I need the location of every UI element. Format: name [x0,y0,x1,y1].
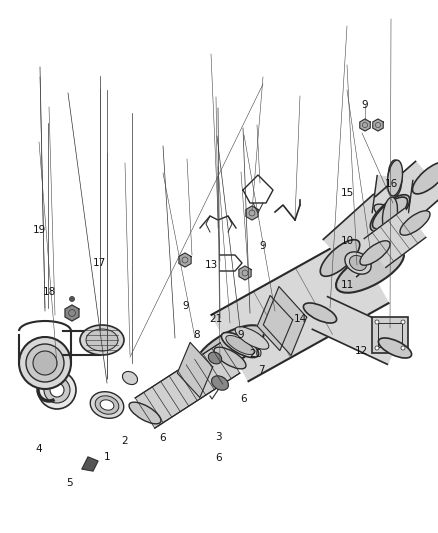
Ellipse shape [320,240,360,276]
Ellipse shape [100,400,114,410]
Ellipse shape [226,335,254,354]
Polygon shape [135,343,240,428]
Ellipse shape [50,383,64,397]
Text: 19: 19 [33,225,46,235]
Text: 4: 4 [35,444,42,454]
Ellipse shape [221,333,258,358]
Polygon shape [372,175,413,217]
Ellipse shape [401,320,405,324]
Ellipse shape [304,303,336,323]
Ellipse shape [400,211,430,235]
Polygon shape [82,457,98,471]
Ellipse shape [370,195,410,231]
Ellipse shape [44,377,70,403]
Ellipse shape [375,346,379,350]
Polygon shape [375,161,438,230]
Text: 3: 3 [215,432,222,442]
Ellipse shape [374,204,406,226]
Ellipse shape [90,392,124,418]
Ellipse shape [388,160,402,196]
Polygon shape [312,297,403,365]
Ellipse shape [235,327,269,349]
Polygon shape [323,195,407,277]
Text: 5: 5 [66,479,73,488]
Text: 21: 21 [209,314,223,324]
Ellipse shape [212,376,229,390]
Ellipse shape [19,337,71,389]
Text: 11: 11 [341,280,354,290]
Text: 9: 9 [259,241,266,251]
Ellipse shape [345,252,371,274]
Ellipse shape [360,241,390,265]
Text: 10: 10 [341,237,354,246]
Ellipse shape [33,351,57,375]
Text: 14: 14 [293,314,307,324]
Text: 9: 9 [183,302,190,311]
Text: 2: 2 [121,436,128,446]
Text: 1: 1 [104,453,111,462]
Text: 18: 18 [42,287,56,297]
Text: 8: 8 [193,330,200,340]
Text: 6: 6 [159,433,166,443]
Ellipse shape [336,247,404,293]
Text: 13: 13 [205,260,218,270]
Polygon shape [360,119,370,131]
Ellipse shape [196,325,264,371]
Ellipse shape [388,160,403,196]
Text: 9: 9 [237,330,244,340]
Ellipse shape [70,296,74,302]
Ellipse shape [26,344,64,382]
Ellipse shape [413,162,438,194]
Polygon shape [179,253,191,267]
Polygon shape [246,206,258,220]
Text: 16: 16 [385,179,398,189]
Text: 17: 17 [93,258,106,268]
Polygon shape [257,295,293,351]
Ellipse shape [80,325,124,355]
Ellipse shape [123,372,138,384]
Text: 12: 12 [355,346,368,356]
Ellipse shape [382,197,398,233]
Polygon shape [263,287,307,356]
Ellipse shape [129,402,161,424]
Bar [372,317,408,353]
Polygon shape [364,208,426,268]
Polygon shape [177,342,213,398]
Ellipse shape [372,197,407,229]
Ellipse shape [401,346,405,350]
Text: 20: 20 [250,350,263,359]
Polygon shape [239,266,251,280]
Ellipse shape [95,396,119,414]
Text: 7: 7 [258,366,265,375]
Text: 6: 6 [215,454,222,463]
Ellipse shape [86,329,118,351]
Text: 9: 9 [361,100,368,110]
Ellipse shape [378,338,412,358]
Ellipse shape [214,347,246,369]
Text: 6: 6 [240,394,247,403]
Text: 15: 15 [341,188,354,198]
Bar [378,323,402,347]
Ellipse shape [375,320,379,324]
Ellipse shape [350,255,367,271]
Polygon shape [373,119,383,131]
Ellipse shape [208,352,222,364]
Polygon shape [65,305,79,321]
Polygon shape [212,237,389,381]
Ellipse shape [38,371,76,409]
